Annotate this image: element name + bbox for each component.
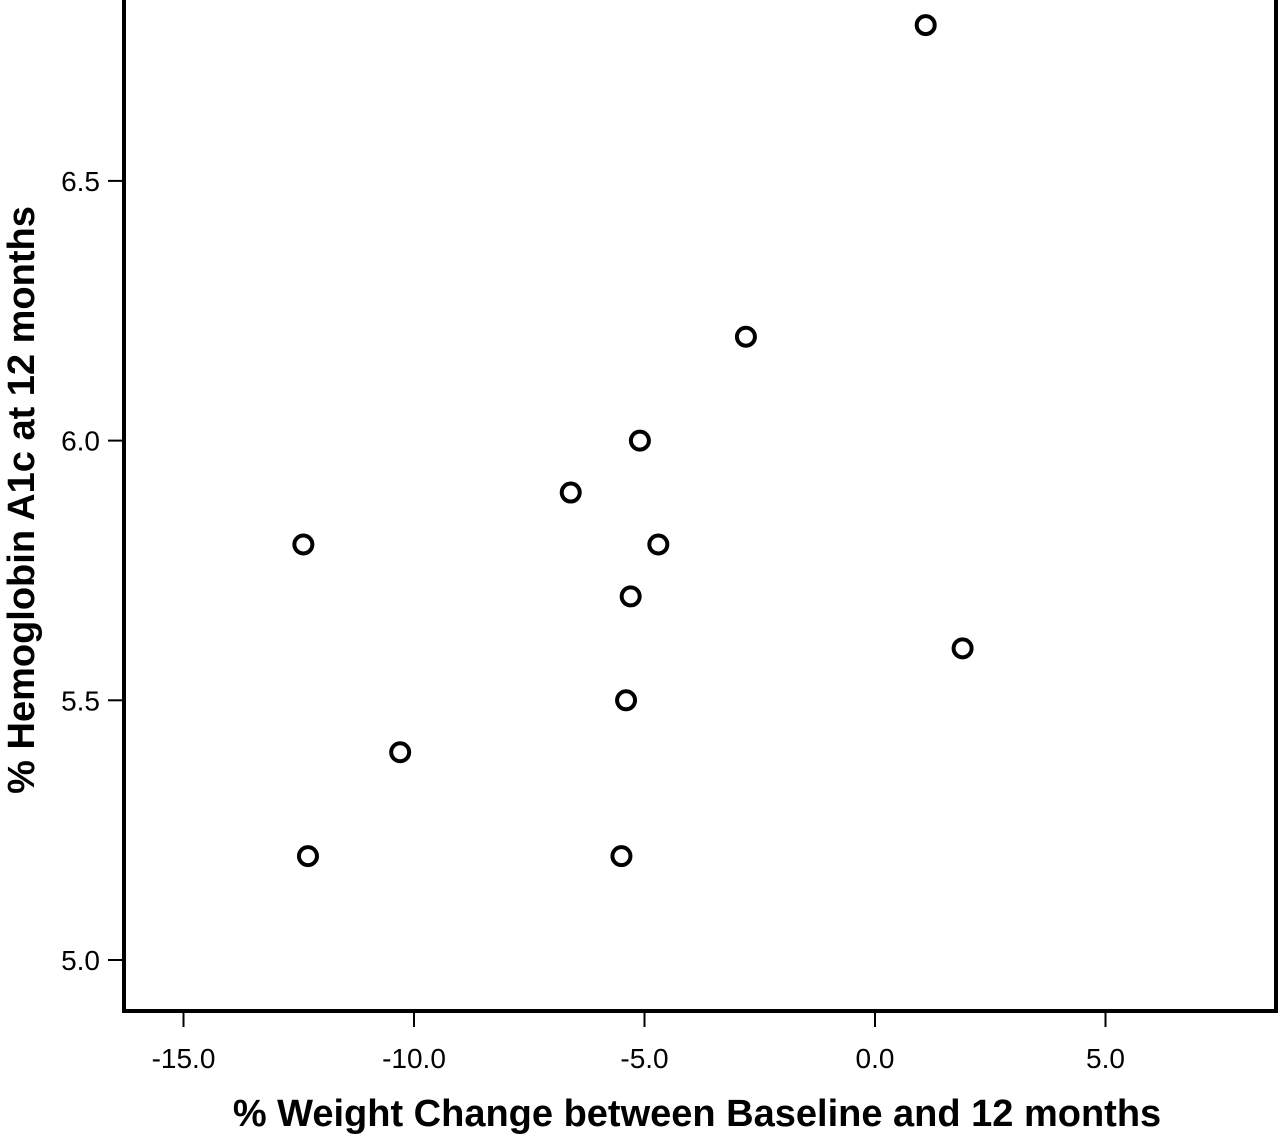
- y-tick-label: 5.0: [61, 945, 100, 976]
- x-tick-label: 0.0: [856, 1043, 895, 1074]
- data-point: [610, 845, 633, 868]
- x-tick-label: -5.0: [620, 1043, 668, 1074]
- y-axis: 5.05.56.06.57.07.58.08.5: [61, 166, 124, 976]
- data-point: [292, 533, 315, 556]
- x-axis: -30.0-25.0-20.0-15.0-10.0-5.00.05.010.01…: [152, 1011, 1125, 1074]
- data-point: [951, 637, 974, 660]
- data-point: [628, 429, 651, 452]
- plot-frame: [122, 0, 1278, 1013]
- data-points: [292, 14, 974, 868]
- data-point: [647, 533, 670, 556]
- y-tick-label: 6.5: [61, 166, 100, 197]
- y-tick-label: 5.5: [61, 685, 100, 716]
- data-point: [389, 741, 412, 764]
- y-tick-label: 6.0: [61, 426, 100, 457]
- data-point: [734, 325, 757, 348]
- x-tick-label: -15.0: [152, 1043, 216, 1074]
- data-point: [296, 845, 319, 868]
- data-point: [615, 689, 638, 712]
- x-axis-title: % Weight Change between Baseline and 12 …: [233, 1093, 1161, 1135]
- y-axis-title: % Hemoglobin A1c at 12 months: [1, 206, 43, 794]
- data-point: [619, 585, 642, 608]
- x-tick-label: -10.0: [382, 1043, 446, 1074]
- data-point: [559, 481, 582, 504]
- data-point: [914, 14, 937, 37]
- x-tick-label: 5.0: [1086, 1043, 1125, 1074]
